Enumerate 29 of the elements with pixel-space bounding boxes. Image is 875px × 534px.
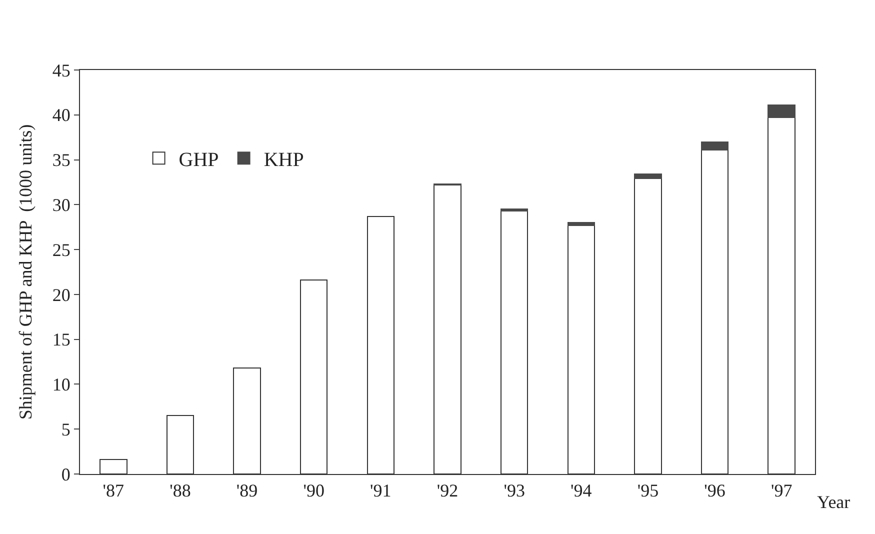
y-tick-label: 10 xyxy=(52,374,70,395)
x-tick-label: '92 xyxy=(436,480,458,501)
y-tick-label: 30 xyxy=(52,194,70,215)
y-tick-label: 35 xyxy=(52,150,70,170)
x-tick-label: '94 xyxy=(570,480,592,501)
bar xyxy=(567,222,595,226)
y-axis-title: Shipment of GHP and KHP (1000 units) xyxy=(16,124,36,420)
bar xyxy=(634,174,662,180)
legend-label: GHP xyxy=(178,148,219,171)
x-tick-label: '97 xyxy=(770,480,792,501)
bar xyxy=(700,141,729,150)
y-tick-label: 40 xyxy=(52,105,70,126)
y-tick-label: 25 xyxy=(52,240,70,260)
legend-label: KHP xyxy=(264,148,304,171)
y-tick-label: 45 xyxy=(52,60,70,80)
y-tick-label: 20 xyxy=(52,284,70,305)
y-tick-label: 5 xyxy=(61,419,70,440)
x-tick-label: '89 xyxy=(236,480,258,501)
x-tick-label: '91 xyxy=(370,480,392,501)
x-tick-label: '88 xyxy=(170,480,191,501)
x-axis-title: Year xyxy=(817,492,850,512)
x-tick-label: '96 xyxy=(704,480,726,501)
x-tick-label: '95 xyxy=(637,480,659,501)
y-tick-label: 15 xyxy=(52,330,70,350)
x-tick-label: '87 xyxy=(102,480,124,501)
y-tick-label: 0 xyxy=(61,464,70,484)
x-tick-label: '93 xyxy=(504,480,525,501)
bar xyxy=(768,104,796,118)
x-tick-label: '90 xyxy=(303,480,324,501)
